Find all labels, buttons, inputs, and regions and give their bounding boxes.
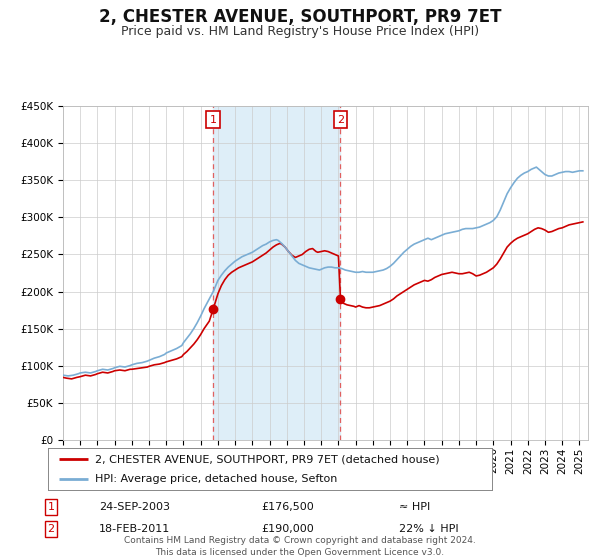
Text: 1: 1 bbox=[47, 502, 55, 512]
Text: £190,000: £190,000 bbox=[261, 524, 314, 534]
Text: 2, CHESTER AVENUE, SOUTHPORT, PR9 7ET (detached house): 2, CHESTER AVENUE, SOUTHPORT, PR9 7ET (d… bbox=[95, 454, 439, 464]
Text: 22% ↓ HPI: 22% ↓ HPI bbox=[399, 524, 458, 534]
Text: 18-FEB-2011: 18-FEB-2011 bbox=[99, 524, 170, 534]
Text: HPI: Average price, detached house, Sefton: HPI: Average price, detached house, Seft… bbox=[95, 474, 337, 484]
Text: 1: 1 bbox=[210, 115, 217, 125]
Text: 2: 2 bbox=[337, 115, 344, 125]
Text: 24-SEP-2003: 24-SEP-2003 bbox=[99, 502, 170, 512]
Text: Price paid vs. HM Land Registry's House Price Index (HPI): Price paid vs. HM Land Registry's House … bbox=[121, 25, 479, 38]
Bar bbox=[213, 106, 340, 440]
Text: £176,500: £176,500 bbox=[261, 502, 314, 512]
Text: Contains HM Land Registry data © Crown copyright and database right 2024.
This d: Contains HM Land Registry data © Crown c… bbox=[124, 536, 476, 557]
Text: 2: 2 bbox=[47, 524, 55, 534]
Text: ≈ HPI: ≈ HPI bbox=[399, 502, 430, 512]
Text: 2, CHESTER AVENUE, SOUTHPORT, PR9 7ET: 2, CHESTER AVENUE, SOUTHPORT, PR9 7ET bbox=[99, 8, 501, 26]
